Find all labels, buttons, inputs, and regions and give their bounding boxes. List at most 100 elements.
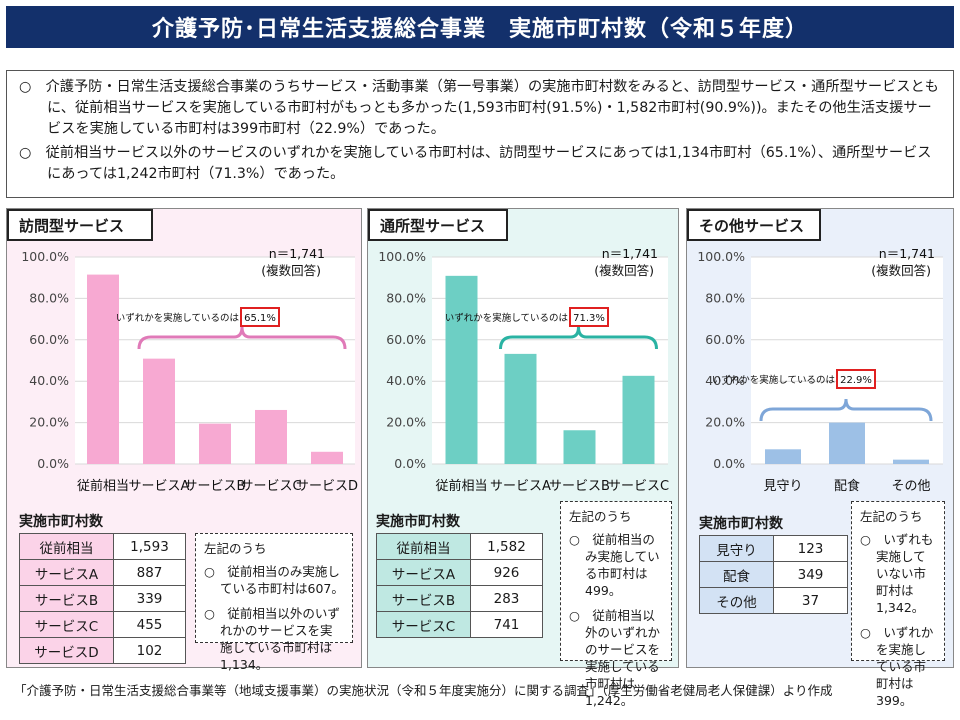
- row-label: 従前相当: [19, 533, 114, 560]
- other-service-panel: その他サービス 0.0% 20.0% 40.0% 60.0% 80.0% 100.0% 見守…: [686, 208, 954, 708]
- bar: [255, 409, 287, 464]
- y-tick-label: 60.0%: [29, 332, 69, 347]
- table-row: サービスA 887: [19, 559, 186, 586]
- x-tick-label: サービスD: [296, 479, 358, 494]
- multi-answer-label: (複数回答): [871, 263, 931, 278]
- row-value: 123: [773, 535, 848, 562]
- row-label: サービスC: [19, 611, 114, 638]
- day-service-chart: 0.0%20.0%40.0%60.0%80.0%100.0%従前相当 サービスAサ…: [370, 243, 678, 507]
- count-title: 実施市町村数: [699, 516, 783, 532]
- bracket-text: いずれかを実施しているのは: [116, 312, 240, 324]
- bar: [87, 274, 119, 464]
- bar: [765, 449, 801, 464]
- table-row: サービスB 283: [376, 585, 543, 612]
- y-tick-label: 80.0%: [386, 290, 426, 305]
- row-value: 887: [113, 559, 186, 586]
- x-tick-label: サービスC: [240, 479, 301, 494]
- row-value: 1,593: [113, 533, 186, 560]
- note-title: 左記のうち: [860, 509, 923, 524]
- summary-bullet-2: ○ 従前相当サービス以外のサービスのいずれかを実施している市町村は、訪問型サービ…: [19, 145, 932, 182]
- note-item: ○ 従前相当以外のいずれかのサービスを実施している市町村は1,134。: [204, 606, 340, 672]
- bracket-value: 65.1%: [244, 313, 276, 324]
- bracket-text: いずれかを実施しているのは: [445, 312, 569, 324]
- count-table: 従前相当 1,593 サービスA 887 サービスB 339 サービスC 455 サービスD 10…: [19, 533, 186, 664]
- summary-box: ○ 介護予防・日常生活支援総合事業のうちサービス・活動事業（第一号事業）の実施市…: [6, 70, 954, 198]
- y-tick-label: 80.0%: [705, 290, 745, 305]
- note-item: ○ 従前相当のみ実施している市町村は607。: [204, 564, 344, 596]
- row-label: サービスA: [19, 559, 114, 586]
- table-row: サービスA 926: [376, 559, 543, 586]
- count-title: 実施市町村数: [376, 514, 460, 530]
- n-label: n＝1,741: [269, 246, 325, 261]
- row-label: サービスC: [376, 611, 471, 638]
- note-box: 左記のうち ○ いずれも実施していない市町村は1,342。 ○ いずれかを実施してい…: [851, 501, 945, 708]
- row-label: サービスD: [19, 637, 114, 664]
- row-value: 926: [470, 559, 543, 586]
- multi-answer-label: (複数回答): [261, 263, 321, 278]
- multi-answer-label: (複数回答): [594, 263, 654, 278]
- table-row: 従前相当 1,593: [19, 533, 186, 560]
- count-title: 実施市町村数: [19, 514, 103, 530]
- bracket-value-box: [240, 307, 280, 327]
- y-tick-label: 0.0%: [713, 456, 745, 471]
- bar: [893, 459, 929, 464]
- row-value: 283: [470, 585, 543, 612]
- table-row: 配食 349: [699, 561, 848, 588]
- y-tick-label: 60.0%: [705, 332, 745, 347]
- summary-bullet-1: ○ 介護予防・日常生活支援総合事業のうちサービス・活動事業（第一号事業）の実施市…: [19, 79, 939, 137]
- y-tick-label: 40.0%: [386, 373, 426, 388]
- x-tick-label: サービスA: [129, 479, 190, 494]
- row-label: 従前相当: [376, 533, 471, 560]
- row-value: 37: [773, 587, 848, 614]
- table-row: サービスC 455: [19, 611, 186, 638]
- n-label: n＝1,741: [602, 246, 658, 261]
- row-value: 339: [113, 585, 186, 612]
- note-box: 左記のうち ○ 従前相当のみ実施している市町村は499。 ○ 従前相当以外のいずれか…: [560, 501, 672, 708]
- note-box: 左記のうち ○ 従前相当のみ実施している市町村は607。 ○ 従前相当以外のいずれか…: [195, 533, 353, 672]
- panel-label: その他サービス: [687, 209, 821, 241]
- x-tick-label: 見守り: [763, 479, 802, 494]
- row-value: 1,582: [470, 533, 543, 560]
- x-tick-label: サービスA: [490, 479, 551, 494]
- note-item: ○ いずれかを実施している市町村は399。: [860, 625, 934, 708]
- row-label: サービスB: [19, 585, 114, 612]
- x-tick-label: その他: [891, 479, 930, 494]
- row-value: 349: [773, 561, 848, 588]
- y-tick-label: 100.0%: [697, 249, 745, 264]
- note-title: 左記のうち: [204, 541, 267, 556]
- n-label: n＝1,741: [879, 246, 935, 261]
- x-tick-label: サービスB: [185, 479, 246, 494]
- table-row: 従前相当 1,582: [376, 533, 543, 560]
- y-tick-label: 40.0%: [705, 373, 745, 388]
- visit-service-panel: 訪問型サービス 0.0% 20.0% 40.0% 60.0% 80.0% 100.0% 従前…: [6, 208, 362, 672]
- x-tick-label: サービスB: [549, 479, 610, 494]
- bracket-text: いずれかを実施しているのは: [712, 374, 836, 386]
- count-table: 見守り 123 配食 349 その他 37: [699, 535, 848, 614]
- note-title: 左記のうち: [569, 509, 632, 524]
- y-tick-label: 20.0%: [386, 415, 426, 430]
- bar: [829, 422, 865, 464]
- bar: [311, 451, 343, 464]
- bar: [622, 375, 655, 464]
- panel-label: 訪問型サービス: [7, 209, 153, 241]
- row-label: 配食: [699, 561, 774, 588]
- source-note: 「介護予防・日常生活支援総合事業等（地域支援事業）の実施状況（令和５年度実施分）…: [14, 683, 833, 698]
- y-tick-label: 60.0%: [386, 332, 426, 347]
- table-row: サービスC 741: [376, 611, 543, 638]
- table-row: その他 37: [699, 587, 848, 614]
- row-value: 102: [113, 637, 186, 664]
- panel-label: 通所型サービス: [368, 209, 508, 241]
- y-tick-label: 100.0%: [21, 249, 69, 264]
- x-tick-label: サービスC: [608, 479, 669, 494]
- bar: [199, 423, 231, 464]
- day-service-panel: 通所型サービス 0.0% 20.0% 40.0% 60.0% 80.0% 100.0% 従前…: [367, 208, 679, 708]
- row-label: サービスA: [376, 559, 471, 586]
- bracket-value-box: [569, 307, 609, 327]
- page-title: 介護予防･日常生活支援総合事業 実施市町村数（令和５年度）: [6, 6, 954, 48]
- row-value: 741: [470, 611, 543, 638]
- y-tick-label: 20.0%: [705, 415, 745, 430]
- x-tick-label: 従前相当: [435, 478, 487, 494]
- x-tick-label: 従前相当: [77, 478, 129, 494]
- bar: [143, 358, 175, 464]
- other-service-chart: 0.0%20.0%40.0%60.0%80.0%100.0%見守り配食その他7.…: [689, 243, 953, 507]
